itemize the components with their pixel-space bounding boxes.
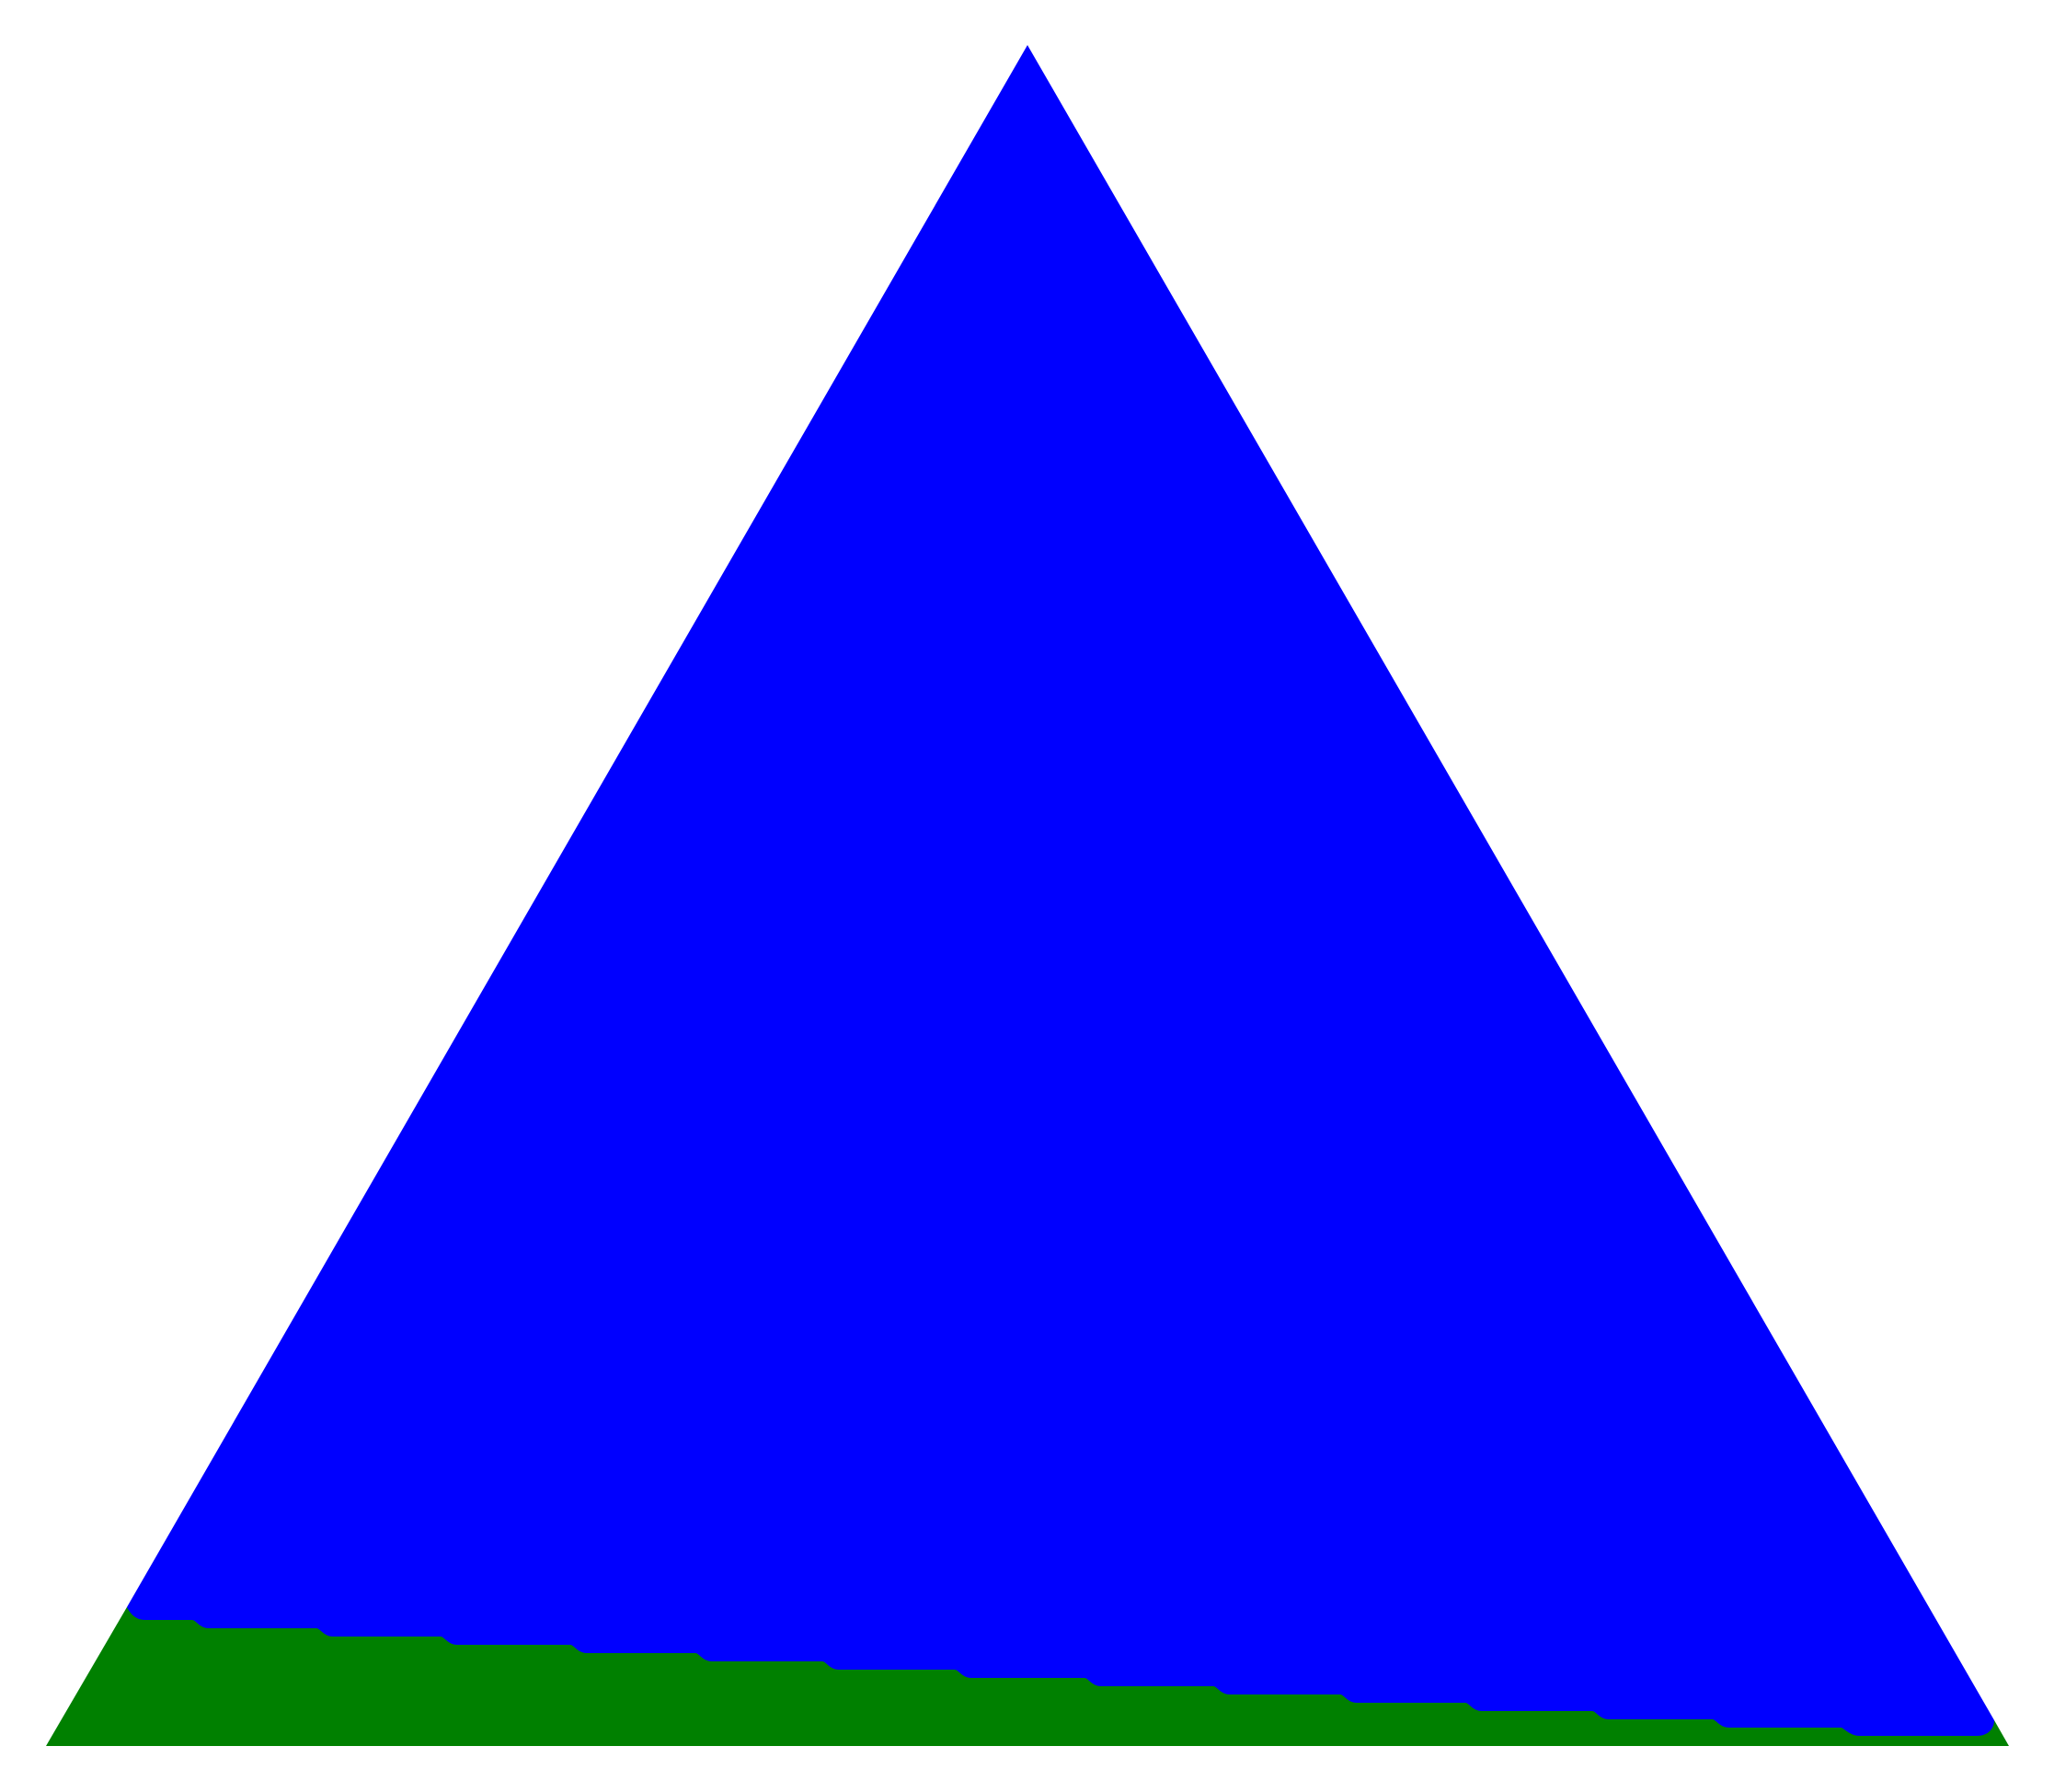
blue-triangle-region (127, 45, 1994, 1736)
